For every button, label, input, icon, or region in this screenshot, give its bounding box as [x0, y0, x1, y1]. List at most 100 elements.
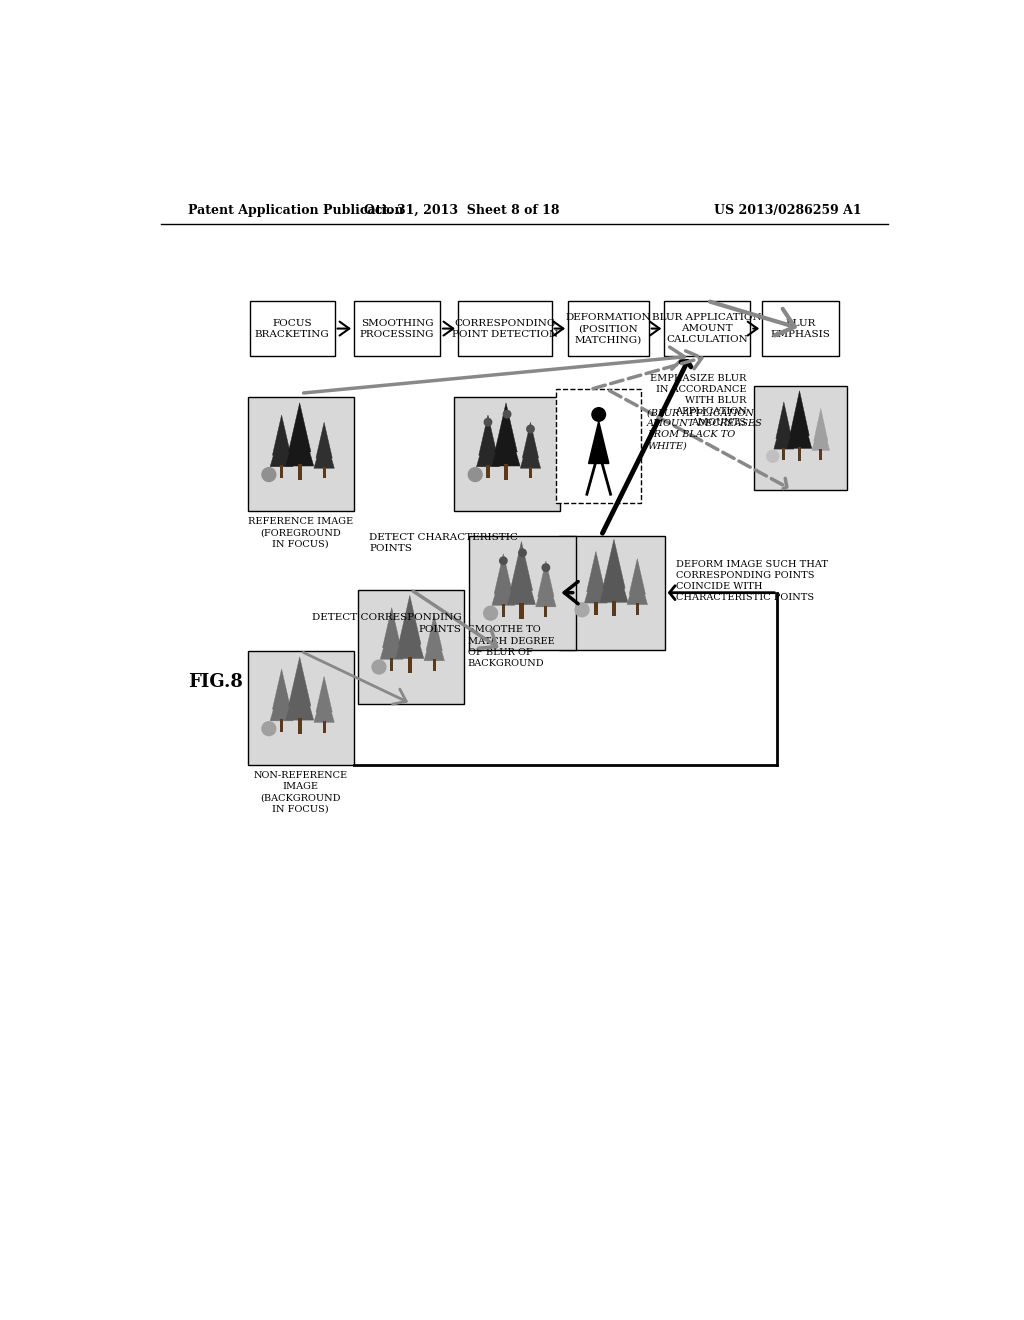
Circle shape: [504, 411, 511, 418]
Polygon shape: [627, 569, 647, 605]
Polygon shape: [383, 607, 400, 648]
Polygon shape: [395, 610, 424, 659]
Polygon shape: [790, 391, 809, 436]
Polygon shape: [495, 403, 517, 451]
Bar: [594, 602, 598, 615]
Bar: [454, 397, 560, 511]
Bar: [529, 467, 532, 478]
Polygon shape: [426, 615, 442, 651]
Bar: [559, 536, 665, 649]
Circle shape: [372, 660, 386, 675]
Polygon shape: [492, 565, 515, 606]
Circle shape: [542, 564, 550, 572]
Polygon shape: [587, 552, 605, 591]
Bar: [502, 605, 505, 616]
Bar: [545, 606, 548, 616]
Polygon shape: [289, 657, 311, 706]
Polygon shape: [289, 403, 311, 451]
Polygon shape: [600, 553, 628, 602]
Polygon shape: [272, 669, 291, 709]
Polygon shape: [479, 414, 497, 455]
Bar: [469, 536, 575, 649]
Polygon shape: [812, 418, 829, 450]
Polygon shape: [538, 561, 554, 597]
Text: SMOOTHING
PROCESSING: SMOOTHING PROCESSING: [359, 318, 434, 339]
Polygon shape: [270, 426, 293, 467]
Text: CORRESPONDING
POINT DETECTION: CORRESPONDING POINT DETECTION: [452, 318, 558, 339]
Text: FIG.8: FIG.8: [187, 673, 243, 690]
Polygon shape: [814, 409, 827, 441]
Polygon shape: [286, 671, 313, 721]
Bar: [762, 301, 839, 356]
Bar: [323, 467, 326, 478]
Polygon shape: [314, 686, 334, 722]
Polygon shape: [774, 412, 794, 449]
Text: DEFORMATION
(POSITION
MATCHING): DEFORMATION (POSITION MATCHING): [565, 313, 651, 345]
Polygon shape: [492, 417, 520, 466]
Polygon shape: [787, 404, 812, 449]
Bar: [433, 660, 436, 671]
Text: DEFORM IMAGE SUCH THAT
CORRESPONDING POINTS
COINCIDE WITH
CHARACTERISTIC POINTS: DEFORM IMAGE SUCH THAT CORRESPONDING POI…: [677, 560, 828, 602]
Bar: [390, 657, 393, 671]
Polygon shape: [398, 595, 421, 644]
Circle shape: [767, 450, 778, 462]
Text: NON-REFERENCE
IMAGE
(BACKGROUND
IN FOCUS): NON-REFERENCE IMAGE (BACKGROUND IN FOCUS…: [254, 771, 348, 813]
Polygon shape: [603, 539, 626, 589]
Text: US 2013/0286259 A1: US 2013/0286259 A1: [715, 205, 862, 218]
Polygon shape: [629, 558, 645, 594]
Text: SMOOTHE TO
MATCH DEGREE
OF BLUR OF
BACKGROUND: SMOOTHE TO MATCH DEGREE OF BLUR OF BACKG…: [468, 626, 555, 668]
Text: EMPHASIZE BLUR
IN ACCORDANCE
WITH BLUR
APPLICATION
AMOUNTS: EMPHASIZE BLUR IN ACCORDANCE WITH BLUR A…: [650, 374, 746, 428]
Bar: [782, 447, 785, 459]
Polygon shape: [286, 417, 313, 466]
Bar: [248, 651, 354, 766]
Text: Oct. 31, 2013  Sheet 8 of 18: Oct. 31, 2013 Sheet 8 of 18: [364, 205, 559, 218]
Circle shape: [592, 408, 605, 421]
Circle shape: [500, 557, 507, 565]
Text: Patent Application Publication: Patent Application Publication: [188, 205, 403, 218]
Bar: [280, 466, 284, 478]
Polygon shape: [316, 676, 332, 713]
Polygon shape: [316, 422, 332, 458]
Polygon shape: [380, 619, 403, 659]
Circle shape: [484, 418, 492, 426]
Bar: [798, 446, 802, 461]
Bar: [819, 449, 822, 459]
Text: DETECT CORRESPONDING
POINTS: DETECT CORRESPONDING POINTS: [312, 614, 462, 634]
Circle shape: [262, 467, 275, 482]
Bar: [486, 466, 489, 478]
Circle shape: [262, 722, 275, 735]
Bar: [298, 465, 302, 480]
Bar: [519, 603, 523, 619]
Polygon shape: [270, 681, 293, 721]
Bar: [458, 301, 552, 356]
Polygon shape: [522, 422, 539, 458]
Bar: [323, 721, 326, 733]
Bar: [665, 301, 751, 356]
Bar: [298, 718, 302, 734]
Bar: [636, 603, 639, 615]
Text: FOCUS
BRACKETING: FOCUS BRACKETING: [255, 318, 330, 339]
Circle shape: [575, 603, 589, 616]
Bar: [611, 601, 616, 616]
Polygon shape: [476, 426, 500, 467]
Text: BLUR
EMPHASIS: BLUR EMPHASIS: [770, 318, 830, 339]
Polygon shape: [589, 421, 609, 463]
Polygon shape: [508, 556, 536, 605]
Circle shape: [526, 425, 535, 433]
Bar: [504, 465, 508, 480]
Bar: [755, 385, 847, 490]
Circle shape: [519, 549, 526, 557]
Bar: [248, 397, 354, 511]
Bar: [556, 389, 641, 503]
Polygon shape: [520, 433, 541, 469]
Bar: [568, 301, 649, 356]
Bar: [250, 301, 335, 356]
Bar: [408, 657, 412, 673]
Text: (BLUR APPLICATION
AMOUNT DECREASES
FROM BLACK TO
WHITE): (BLUR APPLICATION AMOUNT DECREASES FROM …: [647, 408, 763, 450]
Bar: [357, 590, 464, 704]
Bar: [280, 719, 284, 733]
Circle shape: [468, 467, 482, 482]
Polygon shape: [272, 414, 291, 455]
Polygon shape: [510, 541, 532, 590]
Circle shape: [483, 606, 498, 620]
